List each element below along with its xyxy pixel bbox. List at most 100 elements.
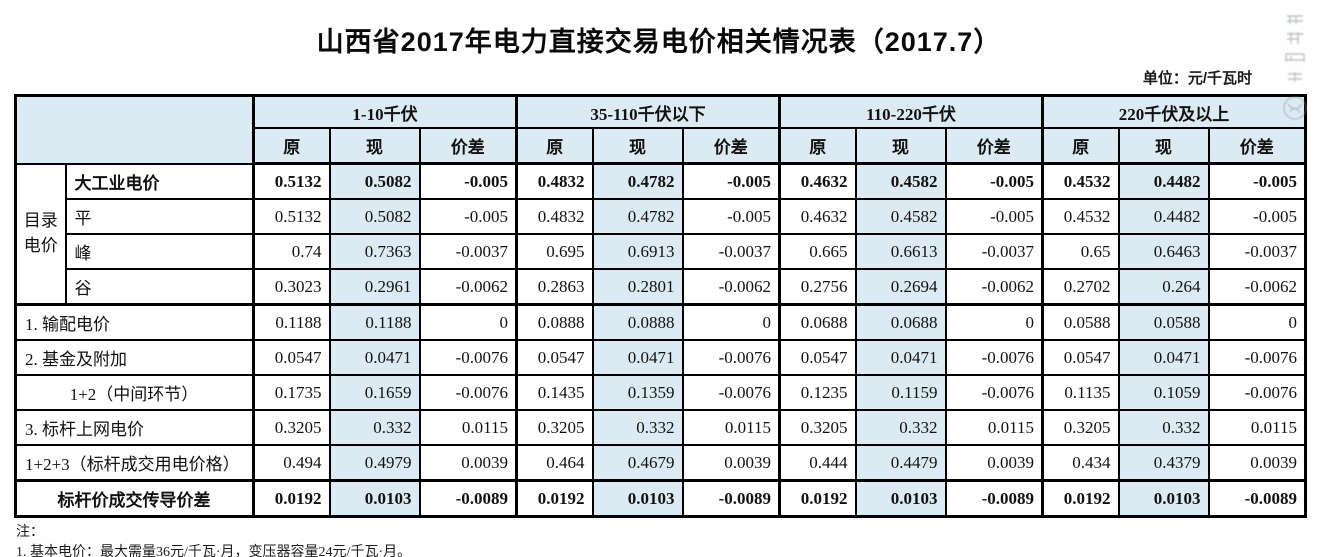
price-cell: 0 (944, 303, 1044, 341)
price-cell: 0.0103 (1117, 479, 1210, 518)
price-cell: 0.3205 (778, 409, 857, 446)
price-cell: 0.3205 (1041, 409, 1120, 446)
price-cell: 0.0192 (778, 479, 857, 518)
price-cell: 0.464 (515, 444, 594, 482)
price-cell: 0.0547 (252, 339, 331, 376)
price-cell: -0.0076 (1207, 374, 1307, 411)
price-cell: 0.0471 (1117, 339, 1210, 376)
price-cell: -0.0076 (418, 374, 518, 411)
price-cell: -0.005 (418, 198, 518, 235)
price-cell: 0.0688 (854, 303, 947, 341)
table-row: 平 0.5132 0.5082 -0.005 0.4832 0.4782 -0.005 0.4… (16, 198, 1307, 235)
price-cell: 0.1435 (515, 374, 594, 411)
table-row: 谷 0.3023 0.2961 -0.0062 0.2863 0.2801 -0.0062 0… (16, 268, 1307, 306)
price-col-header: 价差 (681, 127, 781, 165)
price-col-header: 原 (778, 127, 857, 165)
price-cell: 0.4632 (778, 162, 857, 200)
price-col-header: 现 (328, 127, 421, 165)
price-cell: -0.005 (681, 198, 781, 235)
price-cell: 0.4582 (854, 162, 947, 200)
price-cell: 0.0888 (591, 303, 684, 341)
price-cell: -0.005 (944, 198, 1044, 235)
price-col-header: 价差 (1207, 127, 1307, 165)
row-label: 1+2+3（标杆成交用电价格） (14, 444, 255, 482)
price-cell: 0 (1207, 303, 1307, 341)
price-cell: -0.005 (944, 162, 1044, 200)
price-cell: 0.74 (252, 233, 331, 270)
row-label: 谷 (64, 268, 255, 306)
price-cell: 0.2801 (591, 268, 684, 306)
price-cell: 0.4482 (1117, 162, 1210, 200)
price-cell: -0.005 (418, 162, 518, 200)
price-cell: 0.5132 (252, 162, 331, 200)
price-cell: 0.1159 (854, 374, 947, 411)
price-cell: 0.0547 (515, 339, 594, 376)
price-col-header: 现 (854, 127, 947, 165)
price-cell: 0.0688 (778, 303, 857, 341)
price-cell: 0.4832 (515, 162, 594, 200)
price-cell: -0.0037 (944, 233, 1044, 270)
price-cell: -0.0037 (418, 233, 518, 270)
price-cell: 0.1188 (328, 303, 421, 341)
price-cell: 0.0115 (944, 409, 1044, 446)
price-cell: 0.0103 (328, 479, 421, 518)
price-cell: 0.0471 (328, 339, 421, 376)
price-cell: 0.3023 (252, 268, 331, 306)
price-cell: 0.665 (778, 233, 857, 270)
table-row: 标杆价成交传导价差 0.0192 0.0103 -0.0089 0.0192 0.0103… (14, 479, 1307, 518)
price-cell: 0.7363 (328, 233, 421, 270)
table-corner-cell (14, 94, 255, 165)
price-col-header: 原 (252, 127, 331, 165)
price-cell: -0.0062 (418, 268, 518, 306)
price-cell: -0.005 (681, 162, 781, 200)
voltage-group-header: 220千伏及以上 (1041, 94, 1307, 129)
price-cell: 0.0115 (418, 409, 518, 446)
row-label: 标杆价成交传导价差 (14, 479, 255, 518)
table-row: 1+2（中间环节） 0.1735 0.1659 -0.0076 0.1435 0.1359… (14, 374, 1307, 411)
voltage-group-header: 110-220千伏 (778, 94, 1044, 129)
price-col-header: 原 (515, 127, 594, 165)
price-cell: 0.0115 (681, 409, 781, 446)
price-cell: 0.332 (854, 409, 947, 446)
price-cell: 0.0192 (515, 479, 594, 518)
price-col-header: 现 (1117, 127, 1210, 165)
price-cell: 0.6463 (1117, 233, 1210, 270)
price-cell: 0.0103 (591, 479, 684, 518)
row-label: 2. 基金及附加 (14, 339, 255, 376)
table-row: 1+2+3（标杆成交用电价格） 0.494 0.4979 0.0039 0.464 0.4… (14, 444, 1307, 482)
price-cell: 0.4782 (591, 162, 684, 200)
price-cell: 0.4632 (778, 198, 857, 235)
table-row: 2. 基金及附加 0.0547 0.0471 -0.0076 0.0547 0.0471-… (14, 339, 1307, 376)
price-cell: 0.0039 (944, 444, 1044, 482)
price-cell: 0.1135 (1041, 374, 1120, 411)
price-cell: 0.4479 (854, 444, 947, 482)
notes-header: 注： (16, 525, 44, 540)
page-title: 山西省2017年电力直接交易电价相关情况表（2017.7） (316, 27, 1002, 57)
price-cell: -0.0037 (681, 233, 781, 270)
price-cell: 0.4582 (854, 198, 947, 235)
price-cell: -0.0089 (1207, 479, 1307, 518)
price-cell: 0.695 (515, 233, 594, 270)
price-cell: -0.0076 (1207, 339, 1307, 376)
price-cell: 0.1735 (252, 374, 331, 411)
voltage-group-header: 1-10千伏 (252, 94, 518, 129)
price-cell: 0.0039 (681, 444, 781, 482)
price-cell: 0.4532 (1041, 162, 1120, 200)
price-cell: 0.65 (1041, 233, 1120, 270)
price-cell: 0.0588 (1117, 303, 1210, 341)
price-cell: -0.005 (1207, 162, 1307, 200)
price-cell: 0.0192 (1041, 479, 1120, 518)
price-cell: 0.0547 (778, 339, 857, 376)
price-cell: 0.0192 (252, 479, 331, 518)
price-cell: 0.1188 (252, 303, 331, 341)
price-cell: 0.0039 (418, 444, 518, 482)
price-cell: 0.0888 (515, 303, 594, 341)
row-label: 3. 标杆上网电价 (14, 409, 255, 446)
price-cell: -0.0076 (681, 374, 781, 411)
price-cell: 0.494 (252, 444, 331, 482)
table-row: 3. 标杆上网电价 0.3205 0.332 0.0115 0.3205 0.332 0.0… (14, 409, 1307, 446)
price-cell: -0.0089 (944, 479, 1044, 518)
watermark-stamp-icon (1283, 15, 1307, 120)
price-cell: 0.1235 (778, 374, 857, 411)
row-label: 峰 (64, 233, 255, 270)
